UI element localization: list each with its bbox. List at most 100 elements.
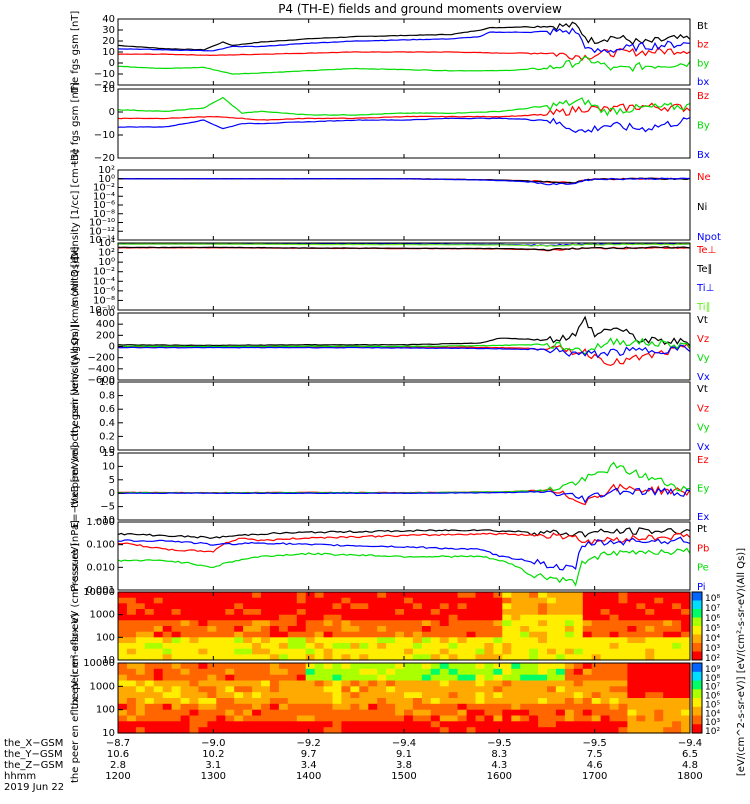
spec-cell [636,692,646,699]
ytick-label-6-2: 5 [109,475,115,486]
spec-cell [538,637,548,644]
spec-cell [600,597,611,604]
ytick-label-7-3: 0.001 [86,585,115,596]
spec-cell [502,643,512,650]
ytick-label-7-2: 0.010 [86,562,115,573]
spec-cell [457,727,468,734]
spec-cell [395,715,405,722]
spec-cell [261,668,271,676]
ytick-label-1-1: 0 [109,107,115,118]
spec-cell [368,721,378,728]
spec-cell [511,692,521,699]
legend-3-0: Te⊥ [696,245,716,256]
spec-cell [153,727,164,734]
spec-cell [466,648,477,655]
spec-cell [412,715,423,722]
spec-cell [404,692,414,699]
spec-cell [466,692,477,699]
xaxis-value-2-0: 2.8 [110,760,126,771]
spec-cell [502,709,512,717]
spec-cell [216,721,226,728]
spec-cell [573,727,584,734]
spec-cell [323,631,334,638]
spec-cell [466,603,477,610]
xaxis-value-3-0: 1200 [105,771,130,782]
series-line-2-2 [118,177,691,186]
ytick-label-4-0: 600 [96,308,115,319]
spec-cell [627,648,637,655]
spec-cell [627,727,637,734]
legend-1-0: Bz [697,91,709,102]
spec-cell [234,603,244,610]
ytick-label-9-1: 1000 [90,681,115,692]
spec-cell [207,654,217,661]
xaxis-value-0-5: −9.5 [583,738,607,749]
spec-cell [171,727,182,734]
spec-cell [296,727,307,734]
spec-cell [350,654,360,661]
spec-cell [654,674,664,682]
spec-cell [296,721,307,728]
spec-cell [547,637,557,644]
ytick-label-9-0: 10000 [83,658,115,669]
spec-cell [252,686,262,693]
spec-cell [252,631,262,638]
spec-cell [126,709,137,717]
spec-cell [573,609,584,616]
spec-cell [663,620,673,627]
spec-cell [466,609,477,616]
spec-cell [493,727,503,734]
spec-cell [627,709,637,717]
spec-cell [663,692,673,699]
spec-cell [555,609,566,616]
spec-cell [207,721,217,728]
xaxis-value-2-5: 4.6 [587,760,603,771]
spec-cell [216,631,226,638]
spec-cell [502,637,512,644]
spec-cell [609,692,620,699]
spec-cell [421,674,432,682]
spec-cell [359,727,369,734]
spec-cell [493,620,503,627]
spec-cell [323,698,334,705]
ytick-label-0-2: 20 [102,36,115,47]
spec-cell [627,620,637,627]
spec-cell [153,721,164,728]
spec-cell [448,674,459,682]
spec-cell [216,680,226,687]
spec-cell [475,709,485,717]
spec-cell [252,674,262,682]
spec-cell [645,654,655,661]
legend-6-2: Ex [697,512,709,523]
spec-cell [555,703,566,711]
spec-cell [600,715,611,722]
spec-cell [627,597,637,604]
spec-cell [475,597,485,604]
spec-cell [225,643,235,650]
spec-cell [287,715,298,722]
spec-cell [314,592,325,599]
spec-cell [144,597,155,604]
legend-6-1: Ey [697,484,709,495]
spec-cell [269,686,280,693]
spec-cell [252,643,262,650]
spec-cell [627,614,637,621]
spec-cell [430,654,441,661]
spec-cell [627,715,637,722]
series-line-7-1 [117,532,691,553]
spec-cell [350,609,360,616]
spec-cell [225,692,235,699]
spec-cell [645,643,655,650]
spec-cell [555,592,566,599]
spec-cell [591,721,602,728]
spec-cell [430,597,441,604]
spec-cell [350,614,360,621]
spec-cell [555,648,566,655]
spec-cell [448,715,459,722]
xaxis-value-1-1: 10.2 [202,749,224,760]
spec-cell [171,668,182,676]
spec-cell [153,668,164,676]
spec-cell [368,643,378,650]
spec-cell [252,698,262,705]
spec-cell [421,709,432,717]
